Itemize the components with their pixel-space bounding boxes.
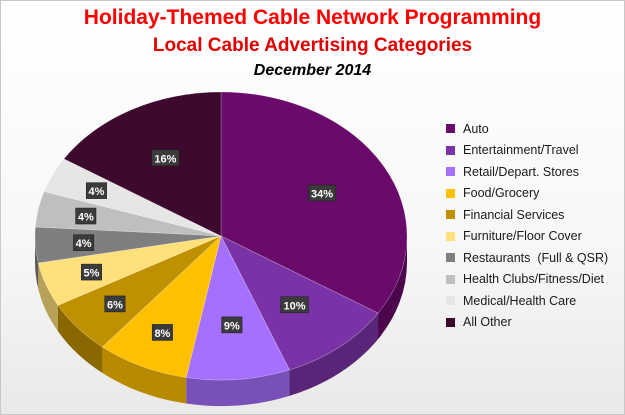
legend-item: Health Clubs/Fitness/Diet (446, 269, 608, 291)
legend-label: Furniture/Floor Cover (463, 229, 582, 244)
pie-tops (34, 91, 408, 381)
pie-slice-financial-services (57, 235, 222, 348)
legend-label: Entertainment/Travel (463, 143, 579, 158)
legend-swatch (446, 145, 455, 155)
legend-label: Auto (463, 121, 489, 136)
pie-side-5 (38, 262, 59, 332)
data-label-box-4 (104, 295, 126, 313)
pie-slice-auto (220, 91, 408, 314)
data-label-4: 6% (107, 299, 123, 311)
chart-date: December 2014 (253, 62, 372, 79)
pie-side-3 (102, 346, 187, 404)
data-label-box-2 (221, 316, 243, 334)
data-label-8: 4% (89, 186, 105, 198)
legend-item: Financial Services (446, 204, 608, 226)
pie-side-2 (186, 369, 290, 406)
legend-item: Entertainment/Travel (446, 140, 608, 162)
pie-slice-medical-health-care (43, 158, 222, 237)
legend-item: All Other (446, 312, 608, 334)
legend-swatch (446, 210, 455, 220)
data-label-box-3 (151, 324, 173, 341)
legend-swatch (446, 274, 455, 284)
data-label-box-9 (151, 149, 180, 167)
legend-item: Auto (446, 118, 608, 140)
pie-side-6 (35, 236, 39, 289)
pie-side-4 (58, 305, 103, 373)
legend-label: Medical/Health Care (463, 293, 577, 308)
pie-side-1 (289, 313, 379, 396)
data-label-box-6 (73, 234, 95, 251)
legend-swatch (446, 296, 455, 306)
data-label-9: 16% (154, 153, 176, 165)
data-label-1: 10% (283, 300, 305, 312)
data-label-box-5 (81, 263, 102, 281)
data-label-2: 9% (224, 320, 240, 332)
data-label-box-1 (280, 296, 309, 314)
pie-slice-furniture-floor-cover (37, 235, 222, 306)
data-label-box-7 (75, 207, 97, 225)
chart-title: Holiday-Themed Cable Network Programming (83, 6, 542, 29)
legend-label: All Other (463, 315, 512, 330)
legend-swatch (446, 253, 455, 263)
chart-legend: Auto Entertainment/Travel Retail/Depart. S… (446, 118, 608, 333)
legend-label: Financial Services (463, 207, 565, 222)
data-label-3: 8% (154, 328, 170, 340)
data-label-box-0 (308, 184, 337, 202)
legend-item: Food/Grocery (446, 183, 608, 205)
chart-subtitle: Local Cable Advertising Categories (152, 35, 473, 56)
pie-side-0 (378, 236, 407, 340)
pie-slice-health-clubs-fitness-diet (35, 191, 222, 237)
data-label-5: 5% (84, 268, 100, 280)
legend-swatch (446, 188, 455, 198)
data-label-6: 4% (76, 238, 92, 250)
legend-label: Food/Grocery (463, 186, 540, 201)
legend-label: Retail/Depart. Stores (463, 164, 580, 179)
pie-slice-food-grocery (101, 235, 222, 378)
legend-swatch (446, 317, 455, 327)
legend-label: Health Clubs/Fitness/Diet (463, 272, 605, 287)
data-label-7: 4% (78, 212, 94, 224)
legend-item: Furniture/Floor Cover (446, 226, 608, 248)
pie-sides (35, 236, 407, 406)
pie-slice-retail-depart-stores (185, 235, 290, 381)
pie-labels: 34% 10% 9% 8% 6% 5% 4% 4% 4% 16% (73, 149, 337, 341)
legend-item: Restaurants (Full & QSR) (446, 247, 608, 269)
legend-swatch (446, 167, 455, 177)
data-label-box-8 (86, 182, 107, 199)
legend-item: Retail/Depart. Stores (446, 161, 608, 183)
legend-swatch (446, 231, 455, 241)
pie-slice-all-other (63, 91, 222, 237)
legend-label: Restaurants (Full & QSR) (463, 250, 609, 265)
legend-item: Medical/Health Care (446, 290, 608, 312)
legend-swatch (446, 124, 455, 134)
data-label-0: 34% (311, 188, 333, 200)
